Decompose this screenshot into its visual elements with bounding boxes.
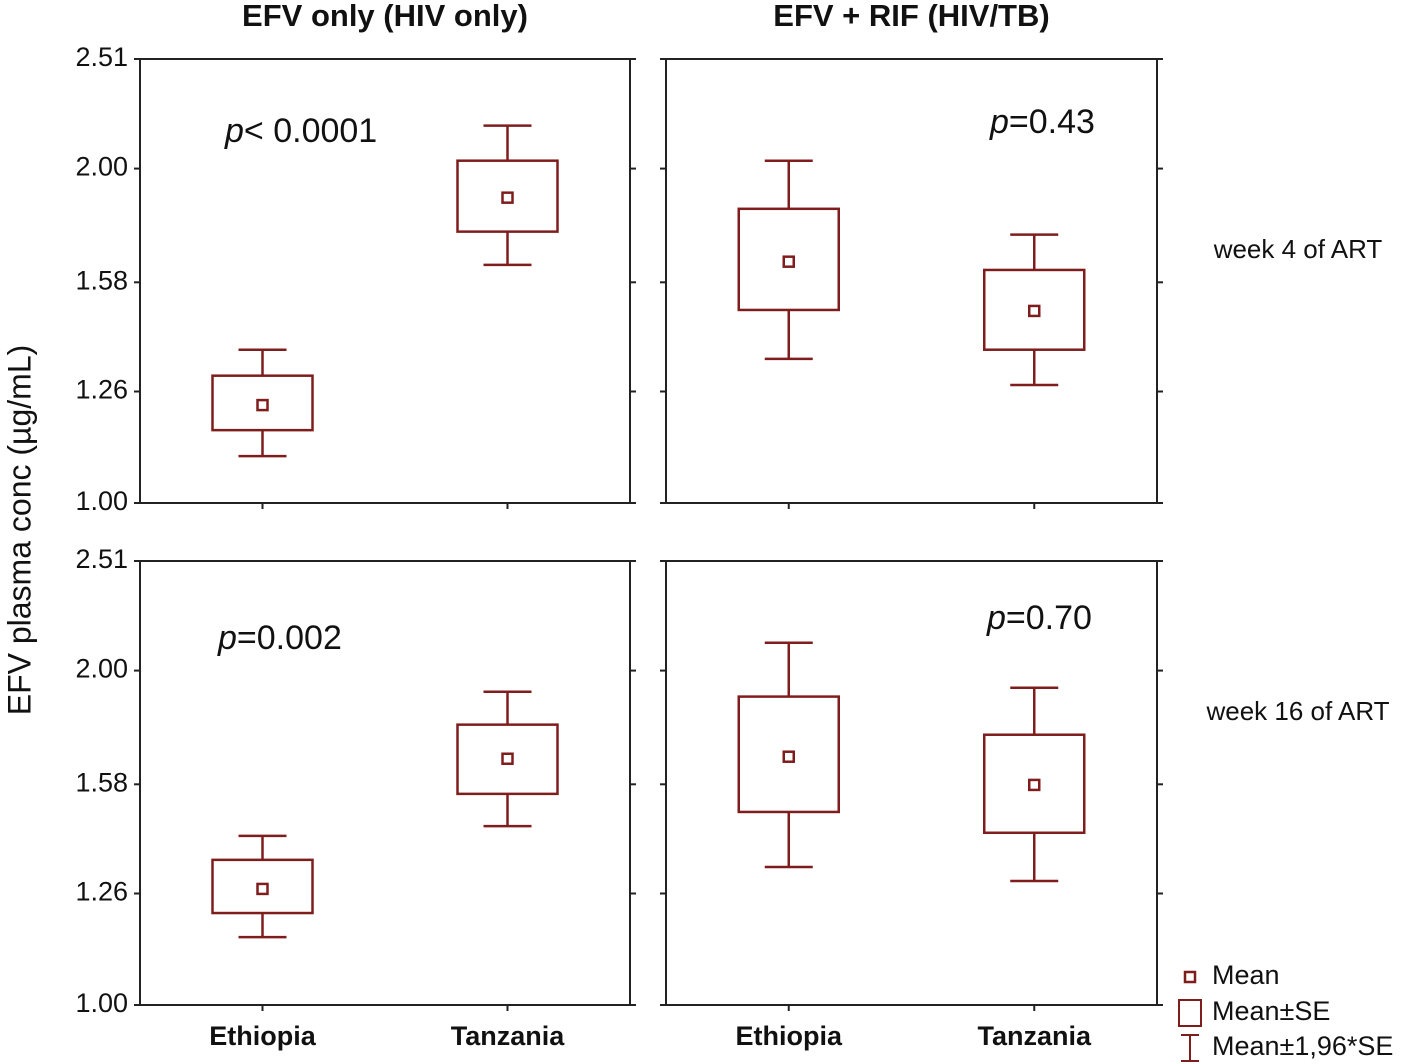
- mean-marker: [782, 255, 795, 268]
- y-tick-label: 2.00: [75, 654, 128, 684]
- y-tick-label: 1.00: [75, 486, 128, 516]
- se-box: [456, 723, 559, 796]
- panel-frame: [139, 58, 631, 504]
- mean-marker: [256, 882, 269, 896]
- se-box: [737, 207, 840, 312]
- column-title: EFV + RIF (HIV/TB): [773, 0, 1049, 33]
- row-label: week 4 of ART: [1213, 234, 1383, 264]
- mean-marker: [1028, 304, 1041, 318]
- panel-frame: [665, 560, 1158, 1006]
- x-tick-label: Tanzania: [977, 1021, 1092, 1051]
- y-tick-label: 2.00: [75, 152, 128, 182]
- legend-label: Mean: [1212, 960, 1280, 990]
- y-axis-label: EFV plasma conc (µg/mL): [1, 345, 37, 716]
- y-tick-label: 1.26: [75, 375, 128, 405]
- p-value-annotation: p=0.70: [986, 599, 1092, 637]
- y-tick-label: 1.00: [75, 988, 128, 1018]
- y-tick-label: 1.58: [75, 767, 128, 797]
- mean-marker: [782, 750, 795, 763]
- row-label: week 16 of ART: [1205, 696, 1389, 726]
- x-tick-label: Ethiopia: [209, 1021, 316, 1051]
- legend-ci-symbol: [1181, 1034, 1199, 1062]
- se-box: [983, 733, 1086, 835]
- mean-marker: [501, 752, 514, 765]
- legend-se-symbol: [1178, 999, 1202, 1027]
- mean-marker: [1028, 778, 1041, 792]
- panel-frame: [139, 560, 631, 1006]
- p-value-annotation: p=0.43: [989, 103, 1095, 141]
- p-value-annotation: p=0.002: [217, 619, 342, 657]
- p-value-annotation: p< 0.0001: [224, 112, 377, 150]
- mean-marker: [256, 398, 269, 412]
- y-tick-label: 2.51: [75, 42, 128, 72]
- se-box: [737, 695, 840, 814]
- panel-frame: [665, 58, 1158, 504]
- column-title: EFV only (HIV only): [242, 0, 528, 33]
- se-box: [211, 858, 314, 915]
- y-tick-label: 1.26: [75, 877, 128, 907]
- se-box: [211, 374, 314, 432]
- y-tick-label: 2.51: [75, 544, 128, 574]
- mean-marker: [501, 191, 514, 204]
- se-box: [456, 159, 559, 233]
- legend-label: Mean±1,96*SE: [1212, 1031, 1393, 1061]
- legend-mean-symbol: [1183, 970, 1197, 984]
- x-tick-label: Tanzania: [451, 1021, 566, 1051]
- legend-label: Mean±SE: [1212, 996, 1330, 1026]
- y-tick-label: 1.58: [75, 265, 128, 295]
- x-tick-label: Ethiopia: [736, 1021, 843, 1051]
- se-box: [983, 268, 1086, 351]
